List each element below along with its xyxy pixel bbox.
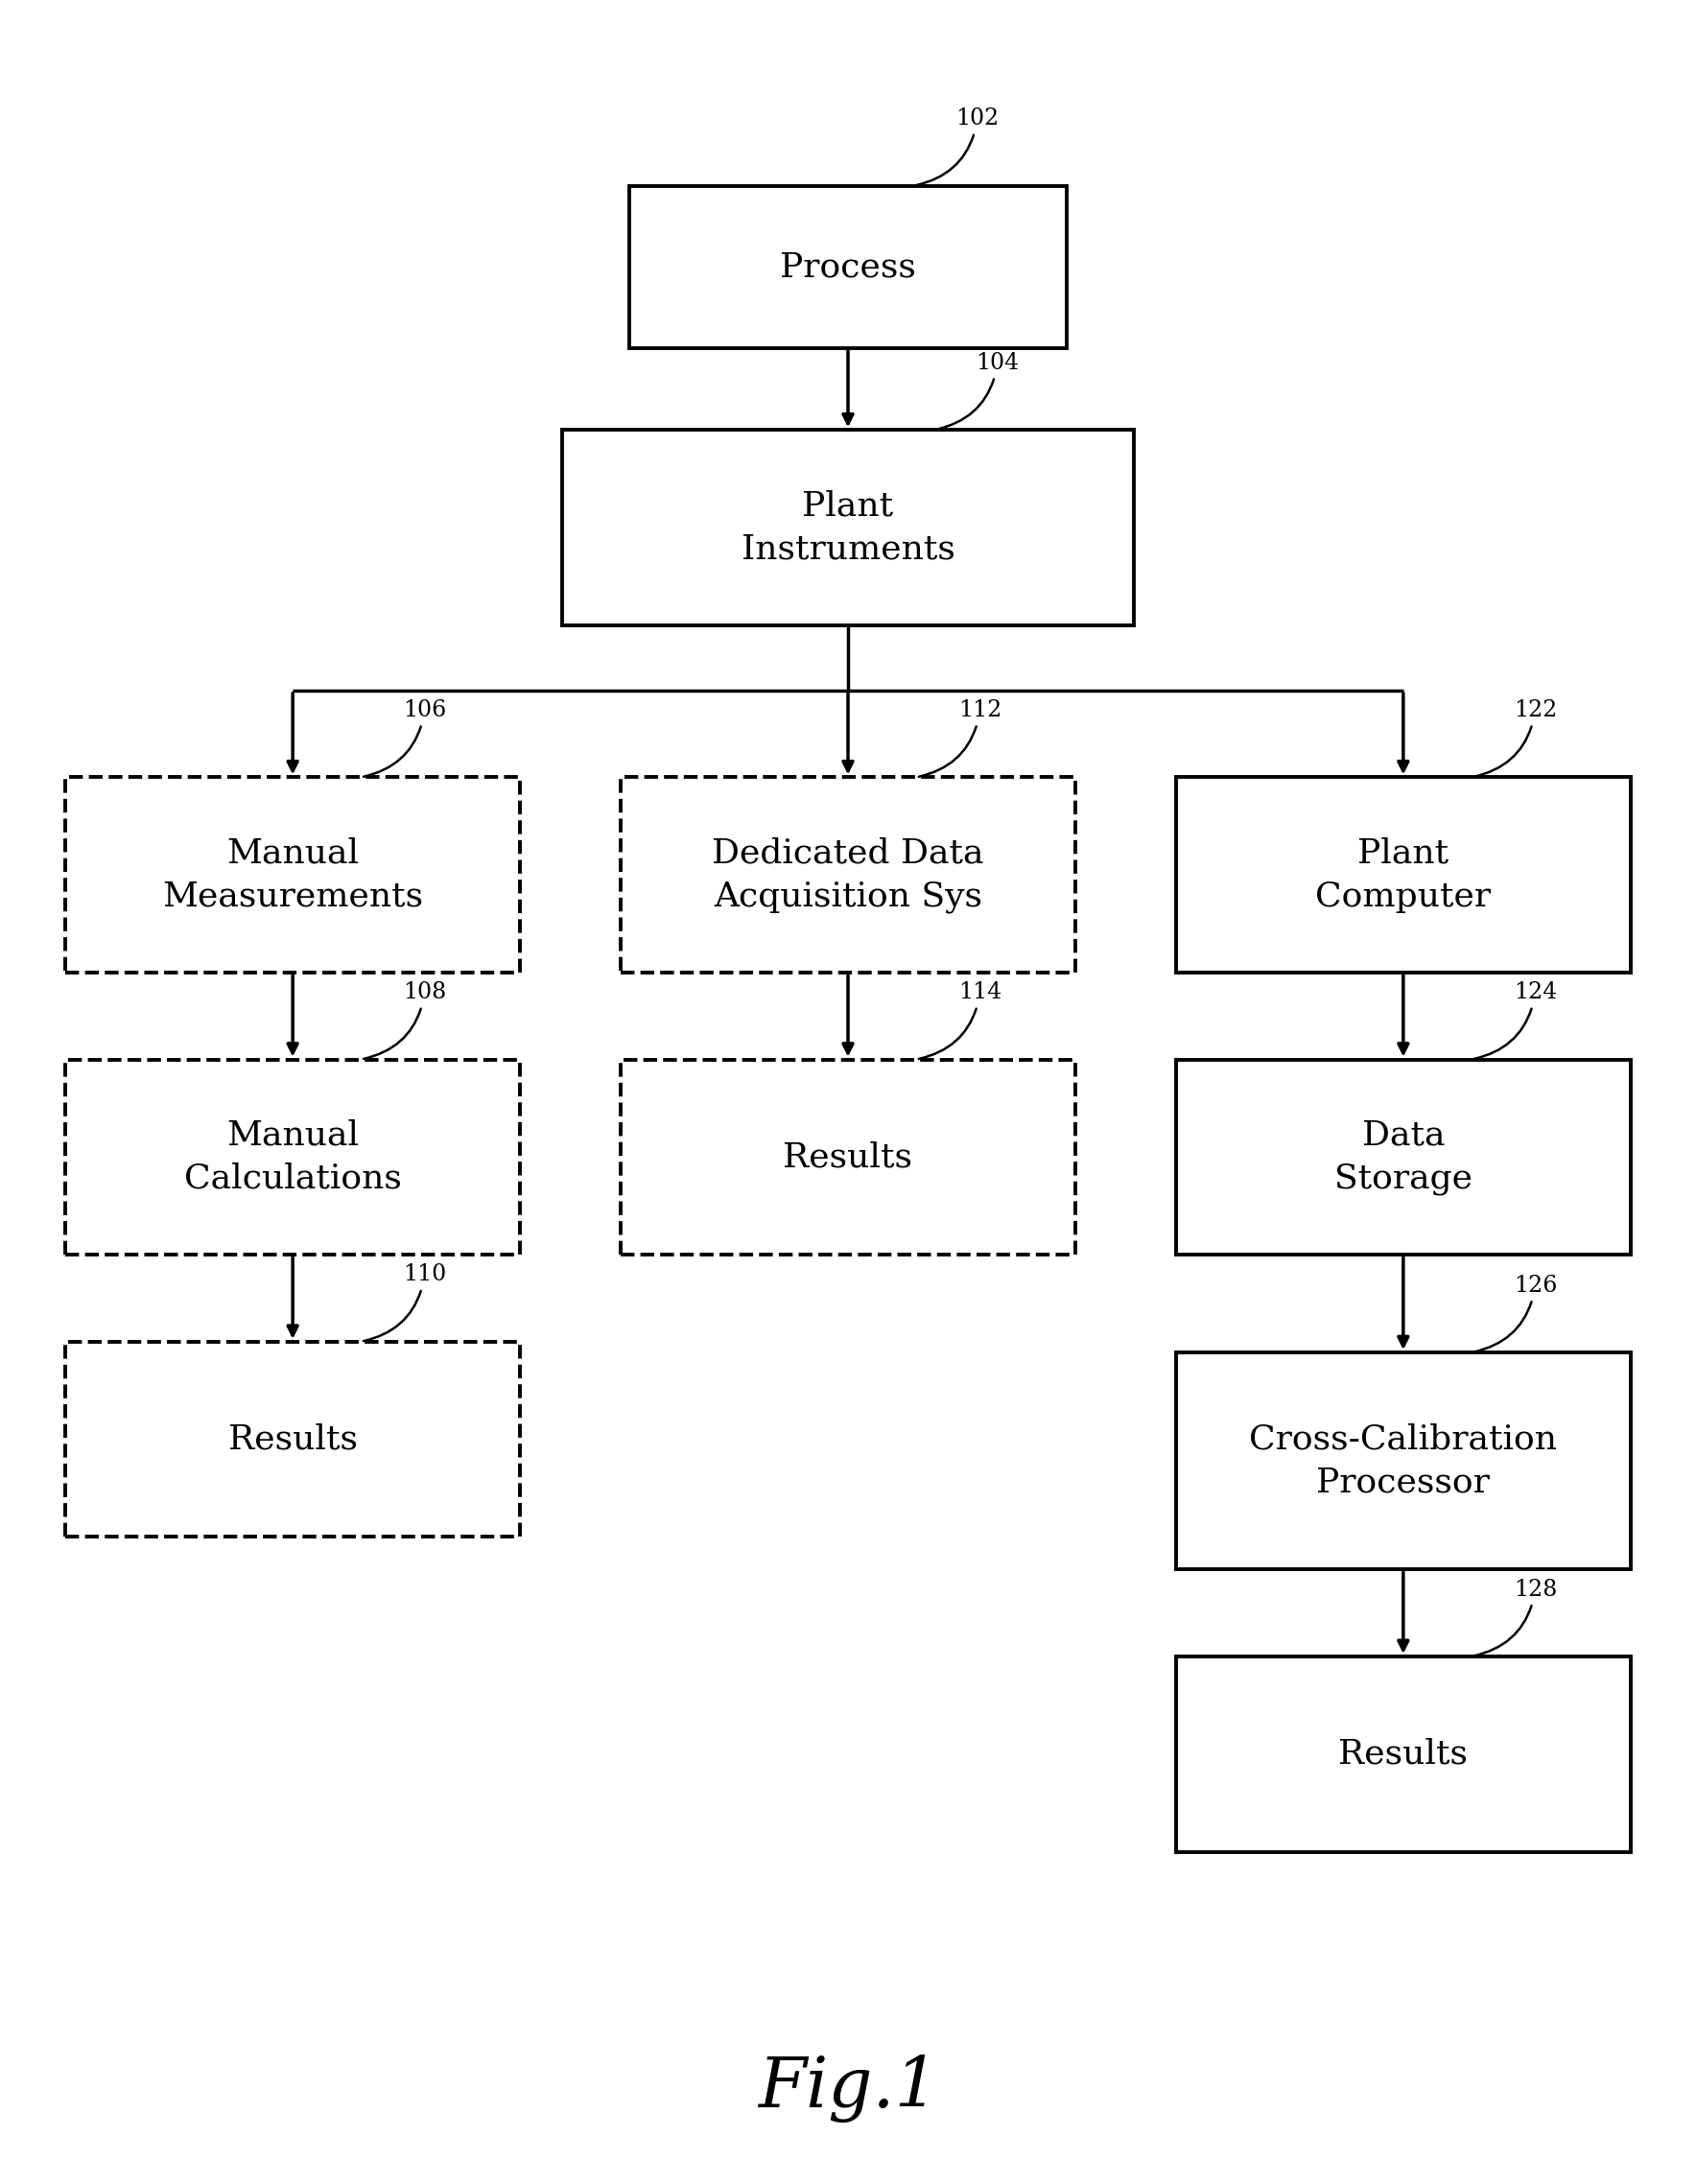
Bar xyxy=(66,778,521,972)
Bar xyxy=(66,1341,521,1538)
Text: Plant
Instruments: Plant Instruments xyxy=(741,489,955,566)
Bar xyxy=(1175,1352,1630,1570)
Text: Plant
Computer: Plant Computer xyxy=(1316,836,1491,913)
Text: 104: 104 xyxy=(936,352,1019,430)
Text: Results: Results xyxy=(784,1140,912,1173)
Bar xyxy=(1175,1655,1630,1852)
Text: 106: 106 xyxy=(363,699,446,778)
Bar xyxy=(621,778,1075,972)
Text: 112: 112 xyxy=(919,699,1002,778)
Text: 108: 108 xyxy=(363,981,446,1059)
Text: 110: 110 xyxy=(363,1265,446,1341)
Text: Data
Storage: Data Storage xyxy=(1335,1118,1472,1195)
Bar xyxy=(1175,778,1630,972)
Text: 124: 124 xyxy=(1474,981,1557,1059)
Bar xyxy=(1175,1059,1630,1256)
Bar xyxy=(621,1059,1075,1256)
Text: Manual
Measurements: Manual Measurements xyxy=(163,836,424,913)
Text: Cross-Calibration
Processor: Cross-Calibration Processor xyxy=(1250,1424,1557,1498)
Bar xyxy=(561,430,1135,625)
Text: 126: 126 xyxy=(1474,1275,1557,1352)
Bar xyxy=(66,1059,521,1256)
Text: 122: 122 xyxy=(1474,699,1557,778)
Text: 102: 102 xyxy=(916,107,999,186)
Text: Results: Results xyxy=(1338,1738,1469,1771)
Text: Manual
Calculations: Manual Calculations xyxy=(183,1120,402,1195)
Text: Results: Results xyxy=(227,1424,358,1455)
Text: 128: 128 xyxy=(1474,1579,1557,1655)
Text: Process: Process xyxy=(780,251,916,284)
Text: Fig.1: Fig.1 xyxy=(758,2055,938,2123)
Text: Dedicated Data
Acquisition Sys: Dedicated Data Acquisition Sys xyxy=(712,836,984,913)
Text: 114: 114 xyxy=(919,981,1002,1059)
Bar xyxy=(629,186,1067,349)
